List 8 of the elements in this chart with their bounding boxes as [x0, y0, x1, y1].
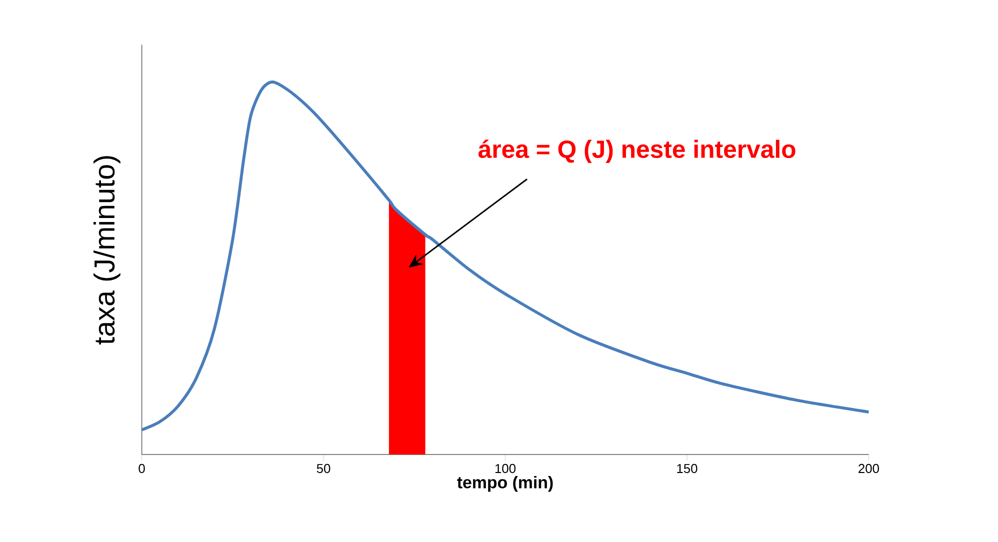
y-axis-title: taxa (J/minuto): [93, 156, 120, 345]
x-tick-label: 50: [316, 464, 330, 474]
annotation: área = Q (J) neste intervalo: [478, 140, 796, 163]
x-tick-label: 200: [858, 464, 880, 474]
x-tick-label: 100: [495, 464, 516, 474]
x-tick-label: 150: [677, 464, 698, 474]
x-axis-title: tempo (min): [457, 476, 553, 492]
x-tick-label: 0: [138, 464, 145, 474]
